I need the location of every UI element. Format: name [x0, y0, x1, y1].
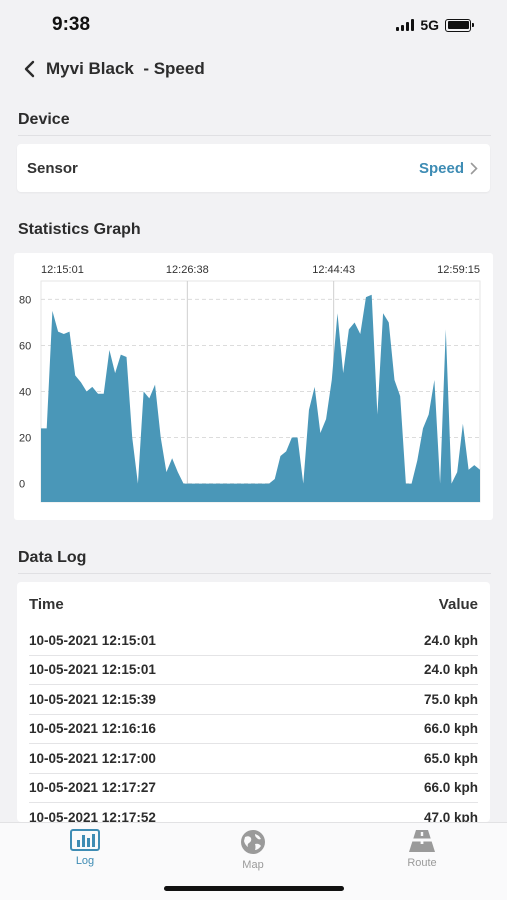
sensor-label: Sensor — [27, 159, 78, 177]
y-tick-label: 0 — [19, 479, 25, 491]
network-label: 5G — [420, 17, 439, 33]
row-time: 10-05-2021 12:16:16 — [29, 721, 156, 737]
table-row: 10-05-2021 12:17:00 65.0 kph — [29, 744, 478, 774]
page-title: Myvi Black - Speed — [46, 59, 205, 78]
sensor-selector[interactable]: Speed — [419, 160, 478, 177]
y-tick-label: 40 — [19, 387, 31, 399]
log-section-title: Data Log — [18, 549, 87, 566]
graph-section-title: Statistics Graph — [18, 221, 141, 238]
value-column-header: Value — [438, 595, 478, 613]
data-log-table: Time Value 10-05-2021 12:15:01 24.0 kph 10… — [17, 582, 490, 822]
row-value: 47.0 kph — [423, 810, 478, 822]
row-time: 10-05-2021 12:15:01 — [29, 632, 156, 648]
sensor-value: Speed — [418, 159, 464, 177]
tab-map[interactable]: Map — [213, 829, 293, 871]
x-tick-label: 12:44:43 — [312, 264, 355, 276]
divider — [18, 573, 491, 574]
bar-chart-icon — [70, 829, 100, 851]
tab-route[interactable]: Route — [382, 829, 462, 869]
row-value: 66.0 kph — [423, 780, 478, 796]
globe-icon — [241, 830, 265, 854]
tab-map-label: Map — [242, 859, 264, 871]
table-row: 10-05-2021 12:16:16 66.0 kph — [29, 715, 478, 744]
table-header: Time Value — [17, 582, 490, 626]
row-time: 10-05-2021 12:15:39 — [29, 691, 156, 707]
device-section-title: Device — [18, 111, 70, 128]
signal-icon — [396, 19, 415, 31]
table-row: 10-05-2021 12:17:52 47.0 kph — [29, 803, 478, 822]
row-time: 10-05-2021 12:17:27 — [29, 780, 156, 796]
y-tick-label: 80 — [19, 294, 31, 306]
back-chevron-icon[interactable] — [18, 58, 40, 80]
nav-bar: Myvi Black - Speed — [0, 50, 507, 88]
row-time: 10-05-2021 12:17:52 — [29, 810, 156, 822]
table-body: 10-05-2021 12:15:01 24.0 kph 10-05-2021 12… — [17, 626, 490, 822]
table-row: 10-05-2021 12:17:27 66.0 kph — [29, 774, 478, 803]
status-bar: 9:38 5G — [0, 0, 507, 50]
table-row: 10-05-2021 12:15:01 24.0 kph — [29, 626, 478, 656]
table-row: 10-05-2021 12:15:39 75.0 kph — [29, 685, 478, 715]
tab-log[interactable]: Log — [45, 829, 125, 867]
speed-area-chart: 0 20 40 60 80 12:15:01 12:26:38 12:44:43 12:59:1… — [19, 264, 481, 503]
chevron-right-icon — [470, 162, 478, 174]
divider — [18, 135, 491, 136]
row-value: 66.0 kph — [423, 721, 478, 737]
x-tick-label: 12:26:38 — [166, 264, 209, 276]
row-value: 65.0 kph — [423, 750, 478, 766]
x-tick-label: 12:15:01 — [41, 264, 84, 276]
table-row: 10-05-2021 12:15:01 24.0 kph — [29, 656, 478, 685]
time-column-header: Time — [29, 595, 64, 613]
y-tick-label: 20 — [19, 433, 31, 445]
home-indicator — [164, 886, 344, 891]
battery-icon — [445, 18, 474, 32]
x-tick-label: 12:59:15 — [437, 264, 480, 276]
tab-route-label: Route — [407, 857, 437, 869]
status-indicators: 5G — [396, 17, 474, 33]
status-time: 9:38 — [52, 14, 91, 35]
sensor-row[interactable]: Sensor Speed — [17, 144, 490, 192]
row-value: 75.0 kph — [423, 691, 478, 707]
speed-area-series — [41, 294, 480, 502]
row-value: 24.0 kph — [423, 632, 478, 648]
row-time: 10-05-2021 12:15:01 — [29, 662, 156, 678]
row-value: 24.0 kph — [423, 662, 478, 678]
road-icon — [408, 830, 436, 852]
statistics-graph: 0 20 40 60 80 12:15:01 12:26:38 12:44:43 12:59:1… — [14, 253, 493, 520]
row-time: 10-05-2021 12:17:00 — [29, 750, 156, 766]
y-tick-label: 60 — [19, 340, 31, 352]
tab-log-label: Log — [75, 855, 95, 867]
